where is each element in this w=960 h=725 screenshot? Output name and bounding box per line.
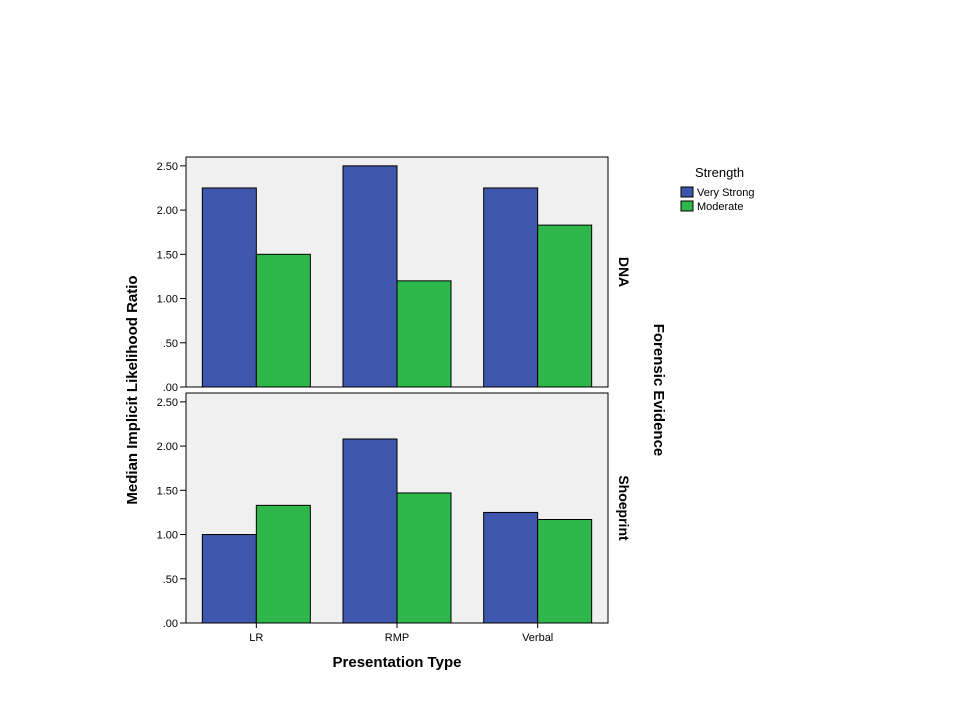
bar-very-strong xyxy=(201,187,257,388)
bar-moderate xyxy=(255,253,311,388)
y-tick-label: .00 xyxy=(163,382,178,394)
legend-title: Strength xyxy=(695,165,744,180)
x-tick-label: Verbal xyxy=(522,632,553,644)
bar-very-strong xyxy=(483,511,539,624)
x-axis: LR RMP Verbal xyxy=(249,623,553,644)
facet-axis-title: Forensic Evidence xyxy=(650,324,667,457)
x-axis-title: Presentation Type xyxy=(333,654,462,671)
panel-label: DNA xyxy=(616,257,632,287)
y-tick-label: 2.50 xyxy=(157,161,178,173)
y-tick-label: .00 xyxy=(163,618,178,630)
x-tick-label: RMP xyxy=(385,632,409,644)
legend-swatch xyxy=(680,186,694,198)
bar-moderate xyxy=(396,280,452,388)
y-axis-title: Median Implicit Likelihood Ratio xyxy=(124,275,141,504)
panel-label: Shoeprint xyxy=(616,475,632,541)
y-tick-label: 2.00 xyxy=(157,205,178,217)
bar-very-strong xyxy=(201,534,257,624)
legend-swatch xyxy=(680,200,694,212)
x-tick-label: LR xyxy=(249,632,263,644)
legend-entry-label: Very Strong xyxy=(697,187,754,199)
panel-shoeprint: .00 .50 1.00 1.50 2.00 2.50 Shoeprint xyxy=(157,392,632,630)
legend-entry-label: Moderate xyxy=(697,201,743,213)
y-tick-label: 1.00 xyxy=(157,294,178,306)
y-tick-label: 1.50 xyxy=(157,249,178,261)
bar-moderate xyxy=(537,224,593,388)
y-tick-label: .50 xyxy=(163,338,178,350)
y-tick-label: 1.50 xyxy=(157,485,178,497)
bar-very-strong xyxy=(483,187,539,388)
y-tick-label: 2.00 xyxy=(157,441,178,453)
bar-moderate xyxy=(255,504,311,624)
y-tick-label: .50 xyxy=(163,574,178,586)
legend: Strength Very Strong Moderate xyxy=(680,165,754,213)
y-tick-label: 1.00 xyxy=(157,530,178,542)
bar-moderate xyxy=(396,492,452,624)
bar-moderate xyxy=(537,519,593,624)
bar-very-strong xyxy=(342,165,398,388)
panel-dna: .00 .50 1.00 1.50 2.00 2.50 DNA xyxy=(157,156,632,394)
bar-very-strong xyxy=(342,438,398,624)
y-tick-label: 2.50 xyxy=(157,397,178,409)
panels-layer: .00 .50 1.00 1.50 2.00 2.50 DNA .00 .50 1.00 1.50 2… xyxy=(157,156,632,630)
